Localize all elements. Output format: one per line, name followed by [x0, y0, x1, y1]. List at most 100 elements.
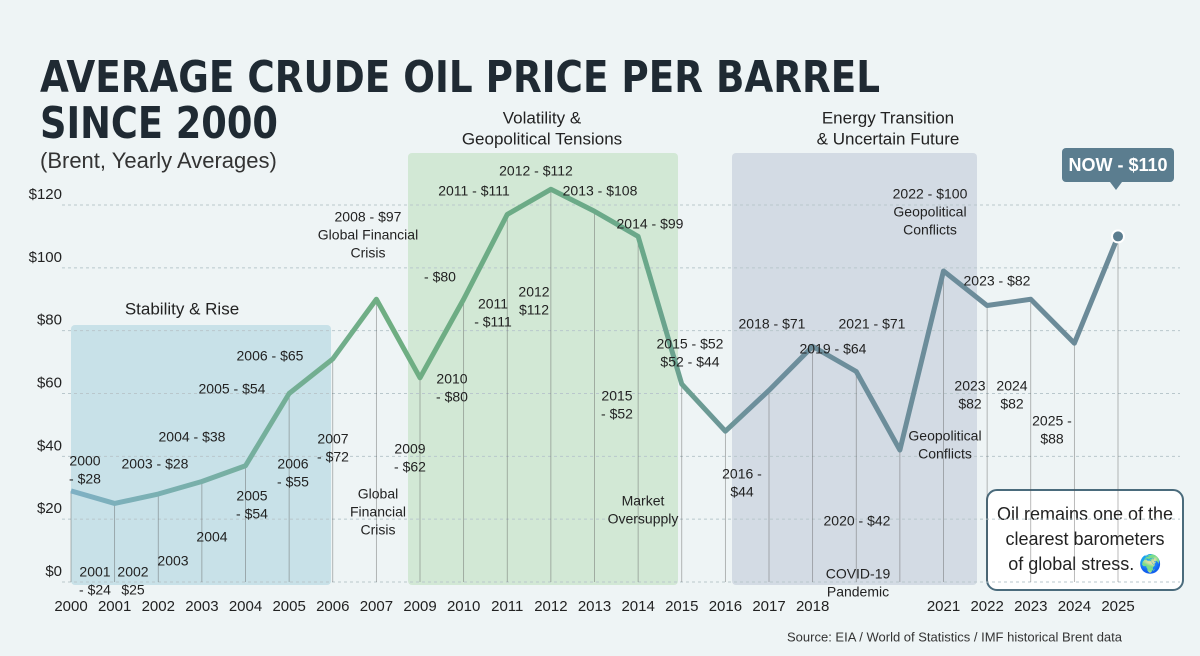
annotation: 2022 - $100: [893, 186, 968, 202]
now-label: NOW - $110: [1068, 155, 1167, 175]
x-tick-label: 2009: [403, 598, 436, 615]
annotation: - $72: [317, 449, 349, 465]
region-label: Stability & Rise: [125, 299, 239, 318]
x-tick-label: 2025: [1101, 598, 1134, 615]
annotation: 2004 - $38: [159, 429, 226, 445]
x-tick-label: 2000: [54, 598, 87, 615]
note: Oil remains one of the: [997, 504, 1173, 524]
annotation: $82: [1000, 396, 1024, 412]
x-tick-label: 2012: [534, 598, 567, 615]
annotation: Conflicts: [918, 446, 972, 462]
annotation: Global Financial: [318, 227, 418, 243]
y-tick-label: $80: [37, 312, 62, 329]
x-tick-label: 2007: [360, 598, 393, 615]
annotation: 2005: [236, 488, 267, 504]
annotation: 2025 -: [1032, 413, 1072, 429]
region-label: & Uncertain Future: [817, 129, 960, 148]
annotation: 2003: [157, 553, 188, 569]
y-tick-label: $40: [37, 437, 62, 454]
annotation: COVID-19: [826, 566, 891, 582]
annotation: Geopolitical: [908, 428, 981, 444]
annotation: - $62: [394, 459, 426, 475]
annotation: 2008 - $97: [335, 209, 402, 225]
annotation: Crisis: [351, 245, 386, 261]
y-tick-label: $60: [37, 374, 62, 391]
annotation: 2023: [954, 378, 985, 394]
chart-title: AVERAGE CRUDE OIL PRICE PER BARREL: [40, 52, 880, 103]
x-tick-label: 2015: [665, 598, 698, 615]
annotation: 2006: [277, 456, 308, 472]
annotation: 2005 - $54: [199, 381, 266, 397]
x-tick-label: 2018: [796, 598, 829, 615]
region-label: Volatility &: [503, 108, 582, 127]
annotation: 2011: [478, 296, 508, 312]
annotation: Oversupply: [608, 511, 679, 527]
annotation: Global: [358, 486, 398, 502]
annotation: Financial: [350, 504, 406, 520]
x-tick-label: 2024: [1058, 598, 1091, 615]
x-tick-label: 2017: [752, 598, 785, 615]
annotation: Conflicts: [903, 222, 957, 238]
annotation: Crisis: [361, 522, 396, 538]
annotation: 2016 -: [722, 466, 762, 482]
annotation: 2012: [518, 284, 549, 300]
annotation: $112: [519, 302, 549, 318]
y-tick-label: $0: [45, 563, 62, 580]
chart-title: SINCE 2000: [40, 98, 278, 149]
x-tick-label: 2010: [447, 598, 480, 615]
annotation: 2024: [996, 378, 1027, 394]
callout-pointer: [1110, 182, 1122, 190]
annotation: $88: [1040, 431, 1064, 447]
x-tick-label: 2003: [185, 598, 218, 615]
annotation: 2014 - $99: [617, 216, 684, 232]
annotation: - $52: [601, 406, 633, 422]
price-line: [70, 186, 1121, 506]
annotation: 2013 - $108: [563, 183, 638, 199]
y-tick-label: $20: [37, 500, 62, 517]
x-tick-label: 2011: [491, 598, 523, 615]
x-tick-label: 2002: [142, 598, 175, 615]
region-label: Geopolitical Tensions: [462, 129, 622, 148]
y-tick-label: $100: [29, 249, 62, 266]
x-tick-label: 2013: [578, 598, 611, 615]
now-point: [1111, 229, 1125, 244]
annotation: 2023 - $82: [964, 273, 1031, 289]
annotation: 2015: [601, 388, 632, 404]
annotation: 2015 - $52: [657, 336, 724, 352]
annotation: 2001: [79, 564, 110, 580]
annotation: - $80: [436, 389, 468, 405]
annotation: Geopolitical: [893, 204, 966, 220]
annotation: 2009: [394, 441, 425, 457]
annotation: $44: [730, 484, 754, 500]
x-tick-label: 2005: [272, 598, 305, 615]
annotation: - $28: [69, 471, 101, 487]
annotation: 2020 - $42: [824, 513, 891, 529]
annotation: 2004: [196, 529, 227, 545]
annotation: Pandemic: [827, 584, 889, 600]
annotation: 2012 - $112: [499, 163, 573, 179]
x-tick-label: 2023: [1014, 598, 1047, 615]
annotation: 2018 - $71: [739, 316, 806, 332]
annotation: 2000: [69, 453, 100, 469]
annotation: 2006 - $65: [237, 348, 304, 364]
annotation: 2019 - $64: [800, 341, 867, 357]
annotation: 2003 - $28: [122, 456, 189, 472]
note: clearest barometers: [1005, 529, 1164, 549]
x-tick-label: 2001: [98, 598, 131, 615]
source: Source: EIA / World of Statistics / IMF …: [787, 629, 1123, 644]
x-tick-label: 2014: [621, 598, 654, 615]
annotation: 2010: [436, 371, 467, 387]
y-tick-label: $120: [29, 186, 62, 203]
annotation: $52 - $44: [660, 354, 719, 370]
annotation: - $80: [424, 269, 456, 285]
region-label: Energy Transition: [822, 108, 954, 127]
annotation: $82: [958, 396, 982, 412]
note: of global stress. 🌍: [1008, 553, 1161, 574]
region-stability: [71, 325, 331, 585]
annotation: 2007: [317, 431, 348, 447]
x-tick-label: 2021: [927, 598, 960, 615]
annotation: Market: [622, 493, 665, 509]
annotation: 2002: [117, 564, 148, 580]
annotation: - $55: [277, 474, 309, 490]
